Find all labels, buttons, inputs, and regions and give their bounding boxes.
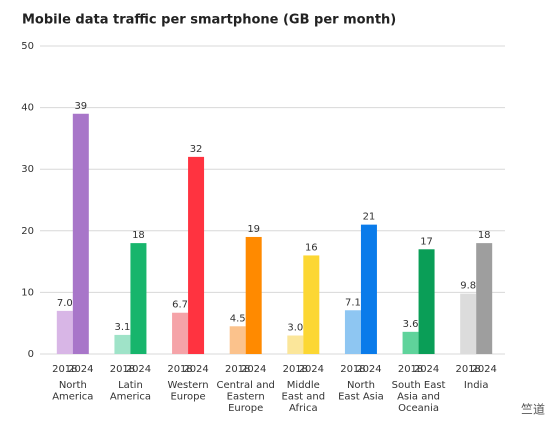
series-label: 2018 [340, 364, 365, 375]
x-tick-label: Middle [287, 380, 320, 391]
bar [56, 310, 73, 354]
x-tick-label: Oceania [398, 403, 439, 414]
data-label: 16 [305, 242, 318, 253]
series-label: 2024 [183, 364, 208, 375]
data-label: 6.7 [172, 300, 188, 311]
data-label: 18 [478, 230, 491, 241]
y-tick-label: 0 [28, 349, 34, 360]
series-label: 2024 [299, 364, 324, 375]
y-tick-label: 20 [21, 226, 34, 237]
y-tick-label: 30 [21, 164, 34, 175]
data-label: 4.5 [230, 313, 246, 324]
x-tick-label: North [59, 380, 87, 391]
bar [188, 156, 205, 354]
series-label: 2024 [356, 364, 381, 375]
data-label: 17 [420, 236, 433, 247]
watermark: 竺道 [521, 402, 545, 417]
x-tick-label: Eastern [227, 392, 265, 403]
bar [303, 255, 320, 354]
bar [245, 236, 262, 354]
series-label: 2018 [167, 364, 192, 375]
data-label: 32 [190, 144, 203, 155]
series-label: 2024 [241, 364, 266, 375]
series-label: 2018 [283, 364, 308, 375]
bar [287, 335, 304, 354]
data-label: 21 [363, 212, 376, 223]
bar [402, 331, 419, 354]
series-label: 2024 [126, 364, 151, 375]
series-label: 2018 [398, 364, 423, 375]
x-tick-label: Latin [118, 380, 143, 391]
bar [460, 293, 477, 354]
chart-title: Mobile data traffic per smartphone (GB p… [22, 13, 396, 28]
bar [418, 249, 435, 354]
data-label: 7.0 [57, 298, 73, 309]
x-tick-label: America [110, 392, 151, 403]
data-label: 3.6 [403, 319, 419, 330]
bar [476, 243, 493, 354]
x-tick-label: Asia and [397, 392, 440, 403]
bar [172, 312, 189, 354]
series-label: 2018 [110, 364, 135, 375]
data-label: 39 [74, 101, 87, 112]
y-tick-label: 50 [21, 41, 34, 52]
series-label: 2024 [414, 364, 439, 375]
series-label: 2018 [52, 364, 77, 375]
x-tick-label: North [347, 380, 375, 391]
x-tick-label: East and [282, 392, 326, 403]
bar [130, 243, 147, 354]
x-tick-label: India [464, 380, 489, 391]
bar [344, 310, 361, 354]
y-tick-label: 40 [21, 103, 34, 114]
x-tick-label: Africa [289, 403, 318, 414]
x-tick-label: America [52, 392, 93, 403]
data-label: 18 [132, 230, 145, 241]
x-tick-label: Western [168, 380, 209, 391]
series-label: 2024 [471, 364, 496, 375]
x-tick-label: Europe [170, 392, 205, 403]
series-label: 2024 [68, 364, 93, 375]
x-tick-label: Central and [216, 380, 274, 391]
data-label: 9.8 [460, 281, 476, 292]
bar [114, 334, 131, 354]
data-label: 19 [247, 224, 260, 235]
x-tick-label: East Asia [338, 392, 384, 403]
data-label: 7.1 [345, 297, 361, 308]
bar [360, 224, 377, 354]
series-label: 2018 [225, 364, 250, 375]
y-tick-label: 10 [21, 287, 34, 298]
x-tick-label: Europe [228, 403, 263, 414]
data-label: 3.0 [287, 323, 303, 334]
bar [72, 113, 89, 354]
bar [229, 326, 246, 354]
data-label: 3.1 [114, 322, 130, 333]
series-label: 2018 [455, 364, 480, 375]
x-tick-label: South East [392, 380, 446, 391]
